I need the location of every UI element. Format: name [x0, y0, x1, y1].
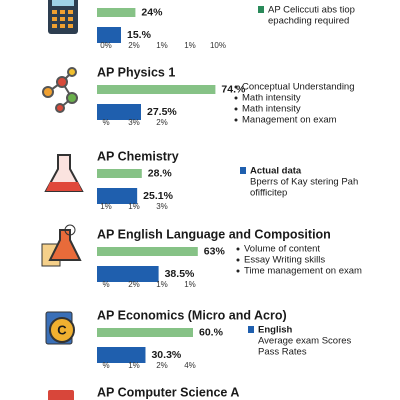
calculator-icon [48, 0, 78, 34]
note-bullet [234, 118, 238, 122]
note-bullet [234, 85, 238, 89]
note-text: Actual data [250, 166, 302, 177]
tick-label: % [102, 361, 109, 370]
tick-label: 1% [156, 41, 168, 50]
bar-label: 60.% [199, 326, 224, 338]
bar-label: 24% [141, 6, 163, 18]
bar [97, 27, 121, 43]
tick-label: 4% [184, 361, 196, 370]
note-text: Pass Rates [258, 347, 307, 358]
bar [97, 85, 216, 94]
bar-label: 38.5% [165, 268, 195, 280]
tick-label: 2% [128, 280, 140, 289]
tick-label: 1% [100, 202, 112, 211]
tick-label: 1% [184, 280, 196, 289]
item-title: AP Calculus AB [97, 0, 191, 2]
item-title: AP Physics 1 [97, 65, 175, 79]
bar [97, 104, 141, 120]
flask-icon [44, 154, 84, 192]
computer-icon [48, 390, 74, 400]
note-bullet [236, 258, 240, 262]
note-text: Management on exam [242, 115, 337, 126]
bar-label: 15.% [127, 29, 152, 41]
note-marker [240, 167, 246, 174]
svg-text:C: C [57, 322, 67, 337]
bar [97, 266, 159, 282]
tick-label: 0% [100, 41, 112, 50]
bar [97, 347, 146, 363]
note-text: Bperrs of Kay stering Pah [250, 177, 358, 188]
note-bullet [236, 269, 240, 273]
flask-book-icon [41, 224, 82, 267]
bar-label: 63% [204, 245, 226, 257]
tick-label: 3% [128, 118, 140, 127]
tick-label: 10% [210, 41, 226, 50]
note-bullet [234, 107, 238, 111]
tick-label: 1% [184, 41, 196, 50]
bar-label: 25.1% [143, 190, 173, 202]
note-bullet [236, 247, 240, 251]
note-text: Volume of content [244, 244, 320, 255]
tick-label: 1% [128, 361, 140, 370]
bar-label: 28.% [148, 167, 173, 179]
note-bullet [234, 96, 238, 100]
note-marker [248, 326, 254, 333]
item-title: AP Chemistry [97, 149, 179, 163]
coin-book-icon: C [45, 311, 75, 345]
bar [97, 169, 142, 178]
note-text: Math intensity [242, 104, 301, 115]
bar-label: 30.3% [151, 349, 181, 361]
note-text: Math intensity [242, 93, 301, 104]
item-title: AP Computer Science A [97, 385, 239, 399]
note-text: ofifficitep [250, 188, 287, 199]
molecule-icon [42, 67, 78, 113]
item-title: AP Economics (Micro and Acro) [97, 308, 287, 322]
tick-label: 1% [128, 202, 140, 211]
note-text: Time management on exam [244, 266, 362, 277]
tick-label: 1% [156, 280, 168, 289]
bar [97, 8, 136, 17]
item-title: AP English Language and Composition [97, 227, 331, 241]
tick-label: % [102, 280, 109, 289]
note-text: Conceptual Understanding [242, 82, 355, 93]
note-text: AP Celiccuti abs tiop [268, 5, 355, 16]
note-text: Essay Writing skills [244, 255, 325, 266]
tick-label: 2% [156, 361, 168, 370]
note-text: epachding required [268, 16, 349, 27]
bar [97, 188, 138, 204]
note-marker [258, 6, 264, 13]
bar-label: 27.5% [147, 106, 177, 118]
bar-label: 74.% [221, 83, 246, 95]
note-text: Average exam Scores [258, 336, 352, 347]
note-text: English [258, 325, 293, 336]
tick-label: 2% [156, 118, 168, 127]
tick-label: 3% [156, 202, 168, 211]
bar [97, 247, 198, 256]
bar [97, 328, 193, 337]
tick-label: 2% [128, 41, 140, 50]
tick-label: % [102, 118, 109, 127]
